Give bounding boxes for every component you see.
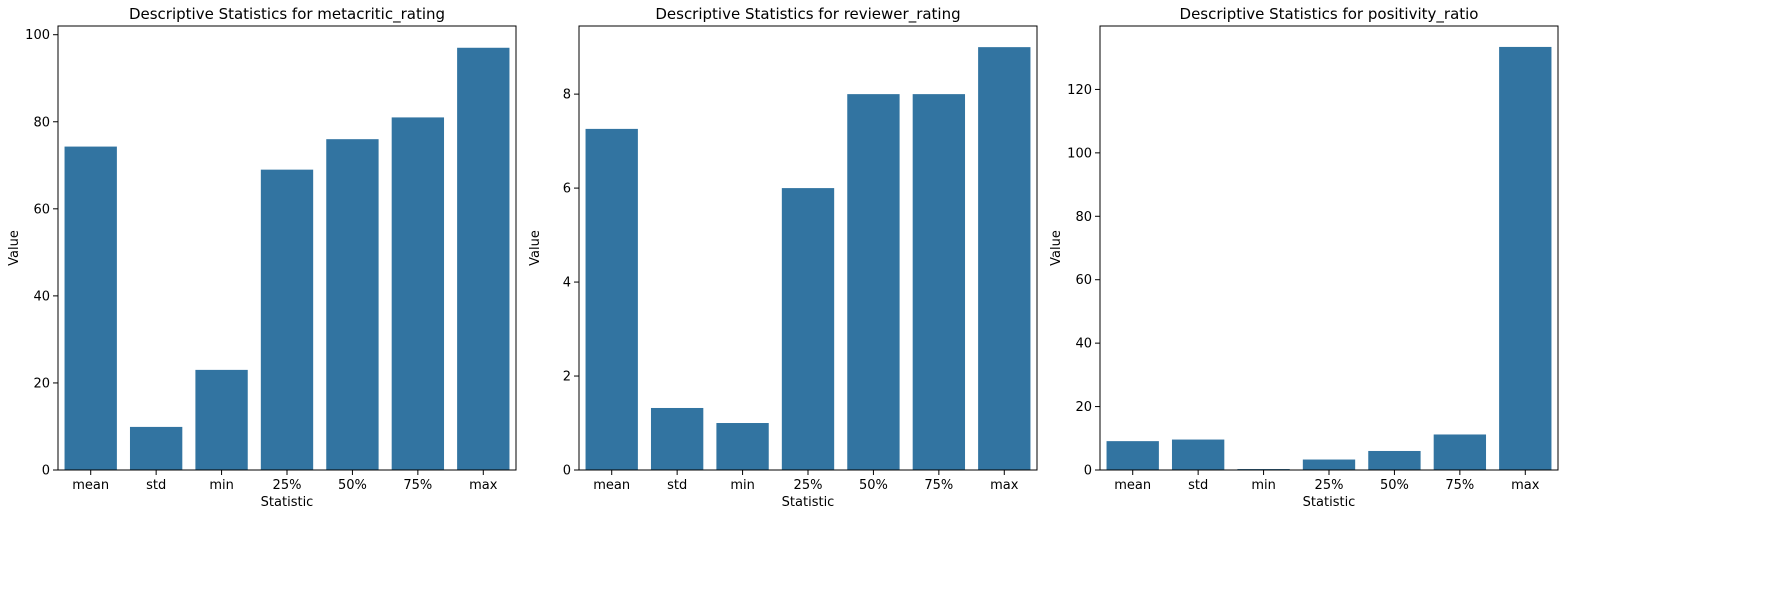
bar-1-2	[129, 426, 183, 470]
x-tick-label: max	[1511, 478, 1540, 493]
bar-1-3	[195, 369, 248, 470]
x-tick-label: min	[730, 478, 755, 493]
y-tick-label: 4	[563, 276, 571, 291]
y-tick-label: 0	[1084, 464, 1092, 479]
bar-2-3	[716, 423, 769, 470]
bar-1-4	[260, 169, 314, 470]
y-tick-label: 40	[1075, 337, 1092, 352]
y-tick-label: 60	[1075, 273, 1092, 288]
y-tick-label: 100	[1067, 146, 1092, 161]
bar-2-5	[847, 94, 900, 470]
y-tick-label: 20	[1075, 400, 1092, 415]
y-tick-label: 8	[563, 88, 571, 103]
chart-title: Descriptive Statistics for positivity_ra…	[1180, 5, 1479, 24]
x-tick-label: mean	[593, 478, 630, 493]
bar-2-4	[781, 188, 835, 470]
x-axis-label: Statistic	[782, 495, 835, 510]
chart-panel-1: mean std min 25% 50% 75% max 0 20 40 60 80 100 Descri…	[7, 5, 517, 510]
x-tick-label: min	[1251, 478, 1276, 493]
y-axis-label: Value	[528, 230, 543, 266]
bar-1-7	[457, 47, 510, 470]
x-tick-label: 50%	[859, 478, 888, 493]
x-tick-label: mean	[72, 478, 109, 493]
bar-3-2	[1171, 439, 1225, 470]
chart-title: Descriptive Statistics for metacritic_ra…	[129, 5, 445, 24]
y-tick-label: 0	[563, 464, 571, 479]
y-tick-label: 120	[1067, 83, 1092, 98]
x-tick-label: 25%	[794, 478, 823, 493]
bar-3-5	[1368, 450, 1421, 470]
x-tick-label: 25%	[273, 478, 302, 493]
bar-3-4	[1302, 459, 1356, 470]
bar-2-2	[650, 407, 704, 470]
bar-2-1	[585, 128, 638, 470]
y-tick-label: 6	[563, 182, 571, 197]
x-tick-label: 75%	[1445, 478, 1474, 493]
chart-title: Descriptive Statistics for reviewer_rati…	[655, 5, 960, 24]
x-tick-label: 25%	[1315, 478, 1344, 493]
y-tick-label: 20	[33, 376, 50, 391]
plot-frame	[1099, 25, 1559, 471]
y-tick-label: 100	[25, 28, 50, 43]
x-tick-label: max	[990, 478, 1019, 493]
y-axis-label: Value	[1049, 230, 1064, 266]
x-tick-label: min	[209, 478, 234, 493]
chart-panel-2: mean std min 25% 50% 75% max 0 2 4 6 8 Descriptive S…	[528, 5, 1038, 510]
x-tick-label: std	[146, 478, 166, 493]
y-tick-label: 80	[33, 115, 50, 130]
bar-2-6	[912, 94, 966, 470]
y-tick-label: 80	[1075, 210, 1092, 225]
bar-1-5	[326, 139, 379, 471]
x-tick-label: 50%	[338, 478, 367, 493]
y-tick-label: 2	[563, 370, 571, 385]
x-tick-label: 75%	[924, 478, 953, 493]
bar-2-7	[978, 47, 1031, 471]
y-axis-label: Value	[7, 230, 22, 266]
x-axis-label: Statistic	[261, 495, 314, 510]
bar-3-6	[1433, 434, 1487, 470]
x-tick-label: std	[1188, 478, 1208, 493]
x-tick-label: std	[667, 478, 687, 493]
bar-3-1	[1106, 441, 1159, 470]
x-axis-label: Statistic	[1303, 495, 1356, 510]
x-tick-label: mean	[1114, 478, 1151, 493]
x-tick-label: max	[469, 478, 498, 493]
y-tick-label: 0	[42, 464, 50, 479]
bar-1-6	[391, 117, 445, 470]
chart-panel-3: mean std min 25% 50% 75% max 0 20 40 60 80 100 120 Des…	[1049, 5, 1559, 510]
y-tick-label: 40	[33, 289, 50, 304]
y-tick-label: 60	[33, 202, 50, 217]
bar-3-7	[1499, 46, 1552, 470]
bar-1-1	[64, 146, 117, 470]
x-tick-label: 50%	[1380, 478, 1409, 493]
x-tick-label: 75%	[403, 478, 432, 493]
